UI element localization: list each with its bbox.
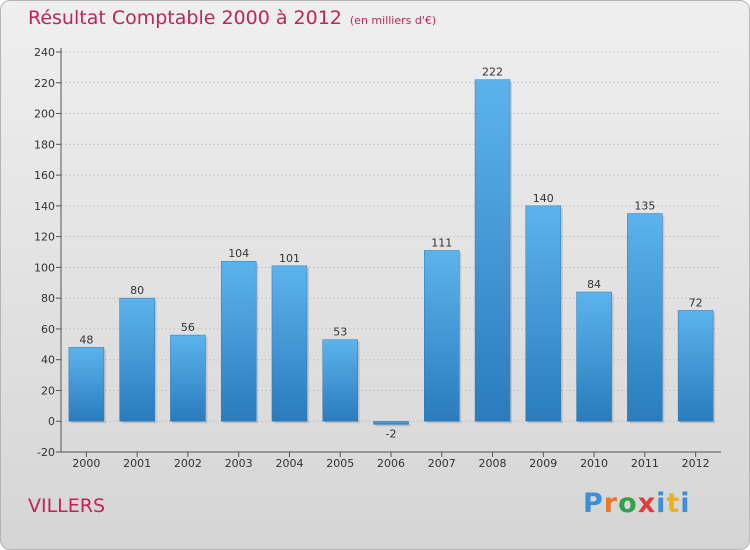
bar (424, 250, 460, 422)
proxiti-logo: Proxiti (583, 488, 691, 519)
chart-title: Résultat Comptable 2000 à 2012 (28, 7, 342, 29)
bar-value-label: 135 (634, 200, 655, 213)
logo-letter: r (603, 488, 619, 519)
logo-letter: i (656, 488, 667, 519)
y-tick-label: 140 (34, 200, 55, 213)
y-tick-label: 40 (41, 354, 55, 367)
chart-subtitle: (en milliers d'€) (349, 14, 437, 27)
y-tick-label: -20 (37, 446, 55, 459)
bar-shadow (375, 423, 411, 427)
bar (525, 205, 562, 422)
y-tick-label: 180 (34, 138, 55, 151)
bar-value-label: 56 (181, 321, 195, 334)
place-name: VILLERS (28, 495, 106, 517)
logo-letter: x (637, 488, 657, 519)
x-tick-label: 2010 (580, 457, 608, 470)
x-tick-label: 2001 (123, 457, 151, 470)
bar-value-label: 222 (482, 66, 503, 79)
bar (119, 297, 155, 422)
x-tick-label: 2002 (174, 457, 202, 470)
x-tick-label: 2000 (72, 457, 100, 470)
labels: 48 80 56 104 101 53 -2 111 222 140 84 135 72 (79, 66, 702, 441)
y-tick-label: 20 (41, 384, 55, 397)
x-tick-label: 2012 (682, 457, 710, 470)
axes: -20 0 20 40 60 80 100 120 140 160 180 200 220 240 2000… (34, 46, 721, 470)
y-tick-label: 80 (41, 292, 55, 305)
x-tick-label: 2004 (275, 457, 303, 470)
bar-value-label: 84 (587, 278, 601, 291)
logo-letter: P (583, 488, 604, 519)
bar (220, 260, 257, 422)
bar (576, 291, 612, 422)
logo-letter: t (666, 488, 681, 519)
bar (474, 79, 511, 422)
x-tick-label: 2003 (225, 457, 253, 470)
y-tick-label: 100 (34, 261, 55, 274)
bar (68, 347, 105, 422)
bars (68, 79, 716, 427)
bar-value-label: -2 (386, 427, 397, 440)
chart-title-block: Résultat Comptable 2000 à 2012 (en millie… (28, 7, 436, 29)
bar (322, 339, 358, 422)
bar (170, 334, 206, 422)
y-tick-label: 220 (34, 77, 55, 90)
y-tick-label: 60 (41, 323, 55, 336)
bar-value-label: 48 (79, 333, 93, 346)
y-tick-label: 240 (34, 46, 55, 59)
grid-lines (61, 51, 721, 453)
y-tick-label: 160 (34, 169, 55, 182)
x-tick-label: 2006 (377, 457, 405, 470)
x-tick-label: 2005 (326, 457, 354, 470)
bar (677, 310, 714, 422)
bar-value-label: 80 (130, 284, 144, 297)
y-tick-label: 120 (34, 231, 55, 244)
y-tick-label: 200 (34, 108, 55, 121)
bar (373, 420, 409, 425)
bar-value-label: 140 (533, 192, 554, 205)
bar-value-label: 111 (431, 236, 452, 249)
x-tick-label: 2008 (479, 457, 507, 470)
bar-value-label: 101 (279, 252, 300, 265)
x-tick-label: 2009 (529, 457, 557, 470)
y-tick-label: 0 (48, 415, 55, 428)
bar-value-label: 104 (228, 247, 249, 260)
bar (271, 265, 308, 422)
bar-value-label: 72 (689, 296, 703, 309)
x-tick-label: 2007 (428, 457, 456, 470)
logo-letter: i (680, 488, 691, 519)
x-tick-label: 2011 (631, 457, 659, 470)
logo-letter: o (618, 488, 638, 519)
bar-value-label: 53 (333, 326, 347, 339)
bar (627, 213, 663, 422)
